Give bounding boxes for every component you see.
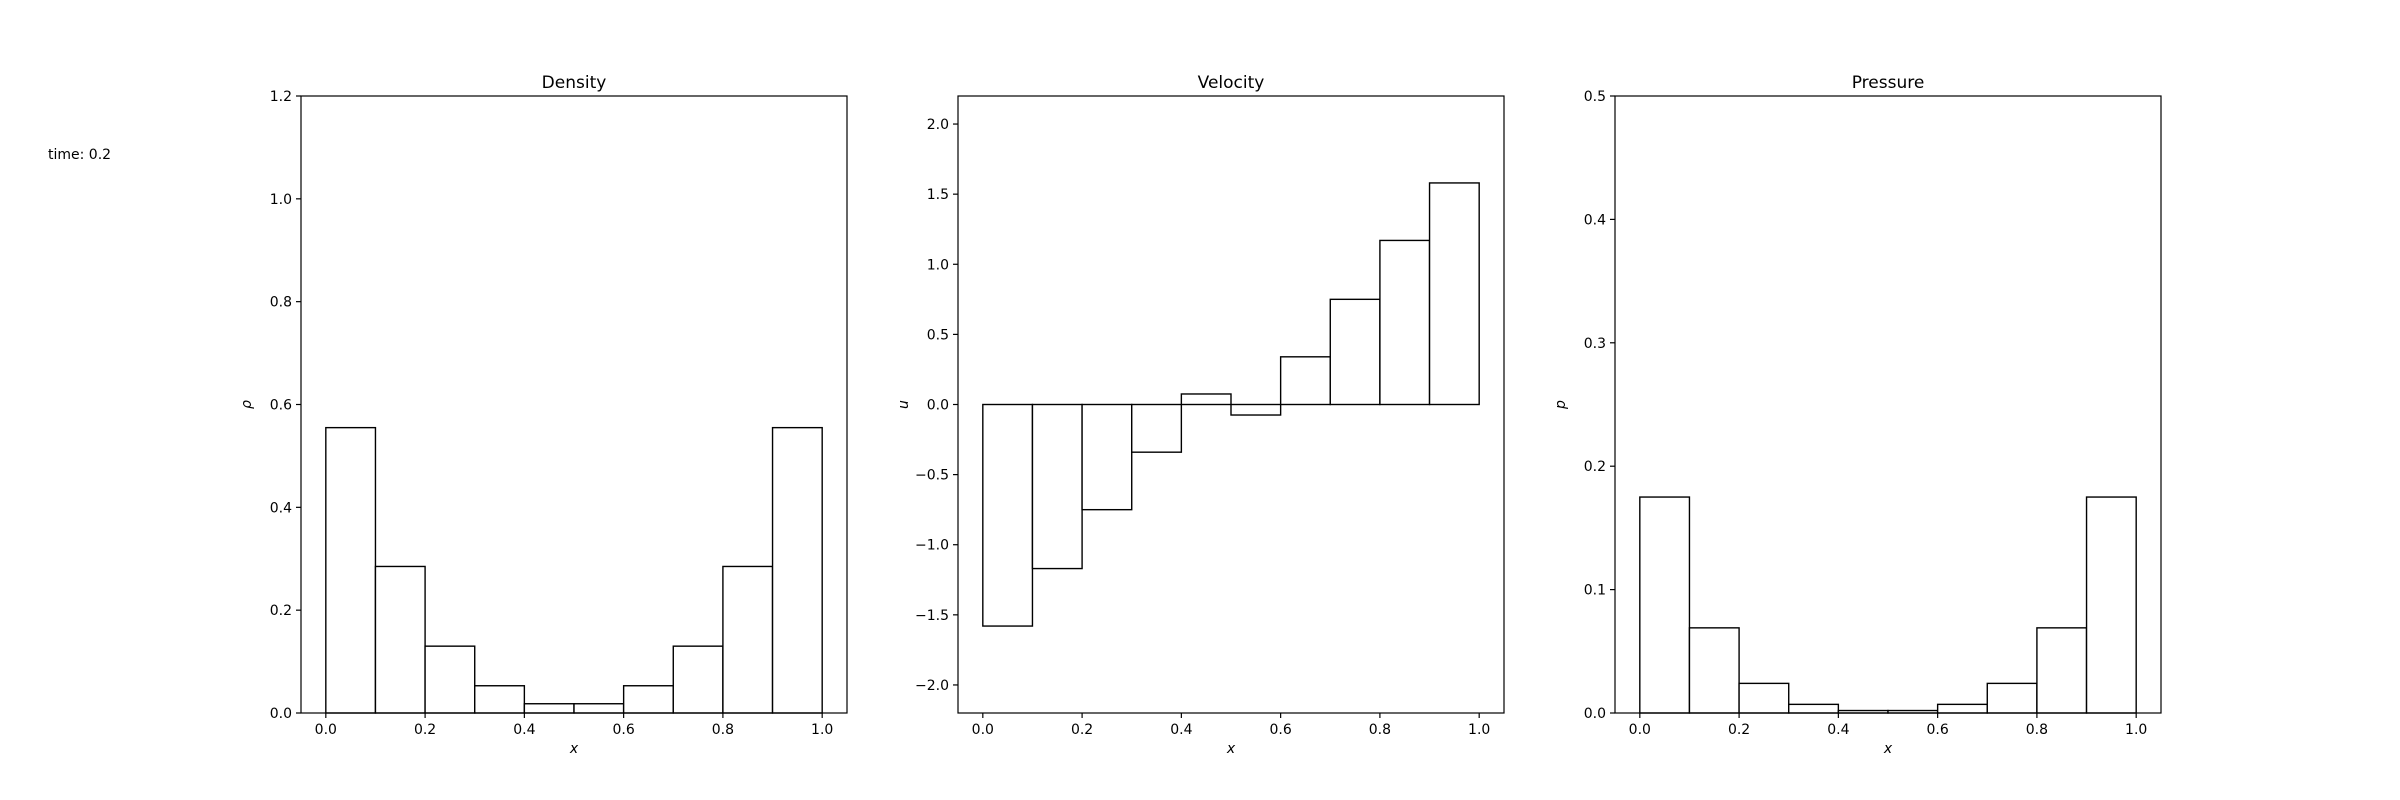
- velocity-bar-6: [1279, 356, 1331, 406]
- pressure-bar-9: [2085, 496, 2137, 714]
- density-ytick-label-1: 0.2: [270, 603, 292, 619]
- density-ytick-label-6: 1.2: [270, 89, 292, 105]
- density-bar-0: [325, 426, 377, 714]
- velocity-bar-0: [982, 403, 1034, 627]
- pressure-bar-1: [1688, 627, 1740, 714]
- density-ytick-label-0: 0.0: [270, 706, 292, 722]
- pressure-axes-frame: [1614, 95, 2162, 714]
- velocity-title: Velocity: [1198, 73, 1265, 93]
- pressure-bar-8: [2036, 627, 2088, 714]
- density-panel: 0.0 0.2 0.4 0.6 0.8 1.0 0.0 0.2 0.4 0.6 0.8 1.0 1.2 D…: [239, 73, 848, 757]
- velocity-ytick-label-7: 1.5: [927, 187, 949, 203]
- density-title: Density: [542, 73, 607, 93]
- velocity-ylabel: u: [896, 400, 912, 409]
- density-ytick-label-4: 0.8: [270, 295, 292, 311]
- density-xtick-label-3: 0.6: [613, 722, 635, 738]
- velocity-xtick-label-5: 1.0: [1468, 722, 1490, 738]
- density-bar-6: [622, 685, 674, 714]
- velocity-bar-1: [1031, 403, 1083, 570]
- density-ytick-label-2: 0.4: [270, 500, 292, 516]
- pressure-ytick-label-5: 0.5: [1584, 89, 1606, 105]
- density-bar-2: [424, 645, 476, 714]
- density-bar-3: [474, 685, 526, 714]
- velocity-ytick-label-4: 0.0: [927, 398, 949, 414]
- velocity-ytick-label-2: −1.0: [915, 538, 949, 554]
- pressure-bar-0: [1639, 496, 1691, 714]
- pressure-xtick-label-5: 1.0: [2125, 722, 2147, 738]
- pressure-bar-2: [1738, 682, 1790, 714]
- pressure-bar-3: [1788, 703, 1840, 714]
- density-bar-7: [672, 645, 724, 714]
- density-bar-1: [374, 565, 426, 714]
- velocity-panel: 0.0 0.2 0.4 0.6 0.8 1.0 −2.0 −1.5 −1.0 −0.5 0.0 0.5…: [896, 73, 1505, 757]
- velocity-ytick-label-0: −2.0: [915, 678, 949, 694]
- pressure-ytick-label-2: 0.2: [1584, 459, 1606, 475]
- pressure-ytick-label-3: 0.3: [1584, 336, 1606, 352]
- velocity-xtick-label-1: 0.2: [1071, 722, 1093, 738]
- pressure-xtick-label-3: 0.6: [1927, 722, 1949, 738]
- pressure-ytick-label-1: 0.1: [1584, 583, 1606, 599]
- velocity-xtick-label-0: 0.0: [972, 722, 994, 738]
- density-bar-8: [722, 565, 774, 714]
- density-bar-4: [523, 703, 575, 714]
- velocity-ytick-label-6: 1.0: [927, 257, 949, 273]
- velocity-ytick-label-1: −1.5: [915, 608, 949, 624]
- velocity-xtick-label-3: 0.6: [1270, 722, 1292, 738]
- pressure-xtick-label-2: 0.4: [1827, 722, 1849, 738]
- density-ylabel: ρ: [239, 400, 255, 409]
- density-xtick-label-2: 0.4: [513, 722, 535, 738]
- pressure-bar-6: [1936, 703, 1988, 714]
- density-xtick-label-1: 0.2: [414, 722, 436, 738]
- density-ytick-label-3: 0.6: [270, 398, 292, 414]
- pressure-title: Pressure: [1852, 73, 1925, 93]
- velocity-bar-9: [1428, 182, 1480, 406]
- pressure-ylabel: p: [1553, 400, 1569, 410]
- pressure-panel: 0.0 0.2 0.4 0.6 0.8 1.0 0.0 0.1 0.2 0.3 0.4 0.5 Pres…: [1553, 73, 2162, 757]
- pressure-xtick-label-1: 0.2: [1728, 722, 1750, 738]
- density-xtick-label-0: 0.0: [315, 722, 337, 738]
- velocity-bar-2: [1081, 403, 1133, 511]
- pressure-xlabel: x: [1883, 741, 1893, 757]
- pressure-ytick-label-4: 0.4: [1584, 212, 1606, 228]
- velocity-bar-5: [1230, 403, 1282, 416]
- velocity-bar-8: [1379, 239, 1431, 406]
- density-ytick-label-5: 1.0: [270, 192, 292, 208]
- density-xtick-label-5: 1.0: [811, 722, 833, 738]
- time-label: time: 0.2: [48, 147, 112, 163]
- density-bar-9: [771, 426, 823, 714]
- velocity-ytick-label-3: −0.5: [915, 468, 949, 484]
- density-xtick-label-4: 0.8: [712, 722, 734, 738]
- velocity-xtick-label-2: 0.4: [1170, 722, 1192, 738]
- velocity-bar-3: [1131, 403, 1183, 453]
- velocity-bar-4: [1180, 393, 1232, 406]
- density-bar-5: [573, 703, 625, 714]
- velocity-bar-7: [1329, 298, 1381, 406]
- pressure-bar-7: [1986, 682, 2038, 714]
- velocity-xlabel: x: [1226, 741, 1236, 757]
- velocity-ytick-label-8: 2.0: [927, 117, 949, 133]
- pressure-ytick-label-0: 0.0: [1584, 706, 1606, 722]
- pressure-xtick-label-0: 0.0: [1629, 722, 1651, 738]
- density-xlabel: x: [569, 741, 579, 757]
- velocity-xtick-label-4: 0.8: [1369, 722, 1391, 738]
- pressure-xtick-label-4: 0.8: [2026, 722, 2048, 738]
- velocity-ytick-label-5: 0.5: [927, 327, 949, 343]
